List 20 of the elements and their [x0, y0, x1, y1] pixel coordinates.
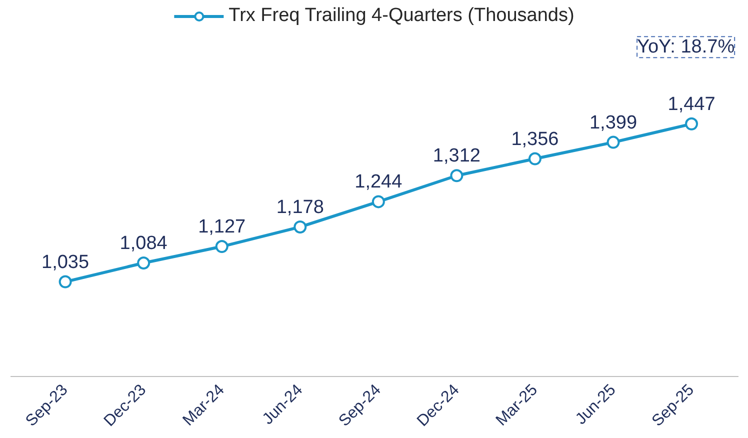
data-label: 1,356: [511, 128, 559, 150]
point: [137, 256, 150, 270]
data-label: 1,035: [42, 252, 90, 273]
point: [372, 195, 385, 208]
point: [606, 136, 620, 149]
point: [215, 240, 228, 254]
data-label: 1,127: [198, 216, 246, 238]
data-label: 1,399: [589, 112, 638, 134]
data-label: 1,178: [276, 196, 324, 218]
data-label: 1,084: [120, 233, 168, 254]
data-label: 1,244: [354, 172, 403, 193]
point: [450, 169, 464, 182]
legend-label: Trx Freq Trailing 4-Quarters (Thousands): [228, 5, 574, 27]
data-label: 1,447: [668, 94, 716, 115]
point: [294, 220, 307, 234]
text: YoY: 18.7%: [637, 36, 735, 58]
point: [685, 117, 698, 130]
point: [58, 275, 72, 288]
point: [528, 152, 542, 166]
data-label: 1,312: [432, 146, 480, 167]
